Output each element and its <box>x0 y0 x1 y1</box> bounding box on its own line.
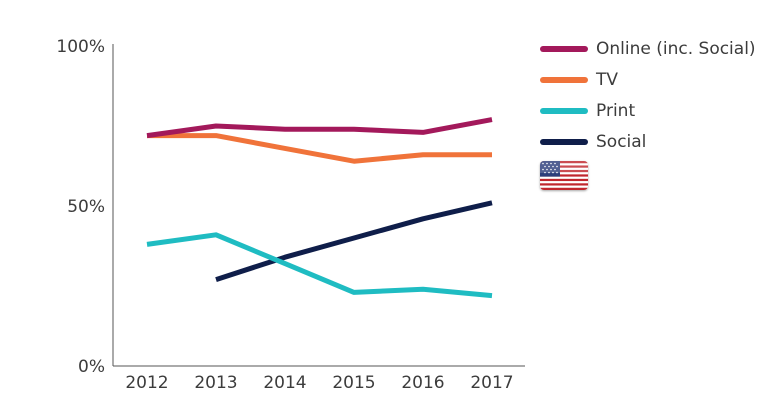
legend-label-online: Online (inc. Social) <box>596 38 756 59</box>
y-tick-label: 100% <box>56 37 105 57</box>
legend-swatch-social <box>540 138 588 145</box>
x-tick-label: 2017 <box>470 373 513 393</box>
y-tick-label: 0% <box>78 357 105 377</box>
legend-item-online: Online (inc. Social) <box>540 33 756 64</box>
series-line-social <box>215 200 493 282</box>
x-tick-label: 2015 <box>332 373 375 393</box>
legend-swatch-online <box>540 45 588 52</box>
legend-swatch-tv <box>540 76 588 83</box>
legend-item-print: Print <box>540 95 756 126</box>
series-line-online-inc-social <box>146 117 493 139</box>
chart-legend: Online (inc. Social) TV Print Social <box>540 33 756 190</box>
y-tick-label: 50% <box>67 197 105 217</box>
x-tick-label: 2013 <box>194 373 237 393</box>
legend-item-social: Social <box>540 126 756 157</box>
legend-swatch-print <box>540 107 588 114</box>
legend-label-social: Social <box>596 131 647 152</box>
legend-item-tv: TV <box>540 64 756 95</box>
legend-label-print: Print <box>596 100 636 121</box>
line-chart: 100% 50% 0% 2012 2013 2014 2015 2016 2017 <box>56 37 525 393</box>
us-flag-icon <box>540 161 588 190</box>
series-line-tv <box>147 133 492 164</box>
series-line-print <box>146 232 493 299</box>
legend-label-tv: TV <box>596 69 619 90</box>
x-tick-label: 2016 <box>401 373 444 393</box>
x-tick-label: 2012 <box>125 373 168 393</box>
x-tick-label: 2014 <box>263 373 306 393</box>
